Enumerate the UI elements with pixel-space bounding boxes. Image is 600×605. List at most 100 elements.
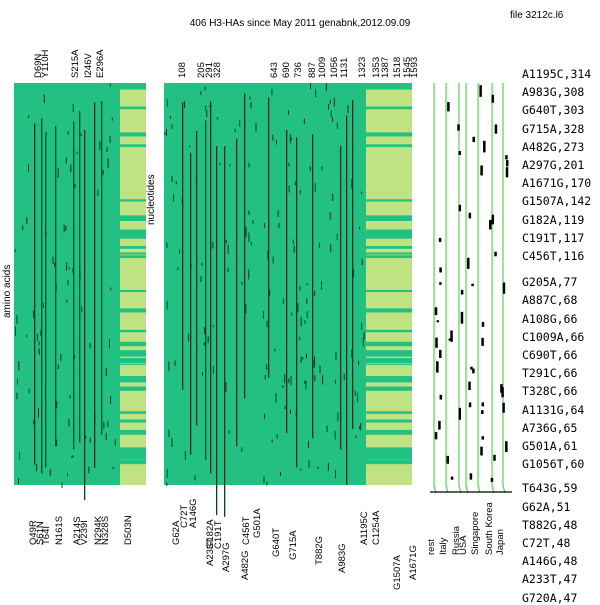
speckle <box>276 434 278 439</box>
country-label: rest <box>426 539 437 555</box>
speckle <box>200 276 202 282</box>
speckle <box>179 249 181 254</box>
speckle <box>38 341 40 346</box>
speckle <box>43 94 45 104</box>
speckle <box>359 226 361 230</box>
speckle <box>200 91 202 96</box>
speckle <box>107 420 109 428</box>
amino-band-stripe <box>120 246 146 249</box>
speckle <box>38 348 40 354</box>
speckle <box>329 100 331 104</box>
speckle <box>67 473 69 477</box>
speckle <box>334 469 336 479</box>
nucleotide-mutation-column <box>236 138 238 447</box>
speckle <box>249 96 251 100</box>
country-mark <box>502 402 505 413</box>
speckle <box>85 435 87 439</box>
nucleotide-band-stripe <box>366 144 412 148</box>
speckle <box>99 141 101 151</box>
nucleotide-band-stripe <box>366 449 412 457</box>
country-mark <box>481 436 485 440</box>
speckle <box>97 189 99 197</box>
speckle <box>263 223 265 228</box>
nucleotide-top-label: 690 <box>281 62 292 78</box>
country-mark <box>439 394 443 400</box>
mutation-entry: C690T,66 <box>522 348 578 362</box>
speckle <box>219 162 221 165</box>
amino-band-stripe <box>120 308 146 313</box>
speckle <box>74 354 76 359</box>
speckle <box>174 360 176 366</box>
nucleotide-mutation-column <box>196 130 198 426</box>
speckle <box>65 225 67 231</box>
speckle <box>343 373 345 381</box>
speckle <box>277 210 279 217</box>
country-mark <box>505 441 508 453</box>
speckle <box>326 425 328 432</box>
speckle <box>282 384 284 388</box>
mutation-entry: G1056T,60 <box>522 457 585 472</box>
nucleotide-band-stripe <box>366 106 412 110</box>
speckle <box>295 411 297 417</box>
amino-band-stripe <box>120 447 146 452</box>
nucleotide-bottom-label: A482G <box>240 550 251 580</box>
speckle <box>272 134 274 141</box>
speckle <box>171 176 173 183</box>
country-mark <box>502 282 506 294</box>
speckle <box>228 430 230 434</box>
speckle <box>168 361 170 371</box>
country-mark <box>460 311 464 324</box>
speckle <box>175 181 177 185</box>
speckle <box>168 429 170 438</box>
speckle <box>308 460 310 468</box>
nucleotide-top-label: 643 <box>269 62 280 78</box>
country-mark <box>469 473 473 480</box>
amino-band-stripe <box>120 411 146 414</box>
speckle <box>108 339 110 349</box>
speckle <box>67 280 69 286</box>
speckle <box>89 437 91 443</box>
speckle <box>314 291 316 297</box>
amino-bottom-label: N328S <box>100 515 111 545</box>
speckle <box>202 372 204 376</box>
speckle <box>28 388 30 394</box>
speckle <box>357 392 359 403</box>
speckle <box>271 88 273 96</box>
nucleotide-bottom-label: A983G <box>337 543 348 573</box>
speckle <box>181 198 183 204</box>
speckle <box>352 146 354 155</box>
amino-band-stripe <box>120 252 146 255</box>
country-label: Singapore <box>470 511 481 555</box>
nucleotide-bottom-label: A1671G <box>408 545 419 580</box>
speckle <box>54 262 56 267</box>
nucleotide-top-label: 1131 <box>339 57 350 78</box>
nucleotides-axis-title: nucleotides <box>146 174 157 225</box>
speckle <box>225 382 227 392</box>
mutation-entry: C191T,117 <box>522 230 585 245</box>
speckle <box>239 119 241 127</box>
country-mark <box>439 267 442 273</box>
speckle <box>248 232 250 242</box>
country-mark <box>494 124 498 134</box>
speckle <box>336 122 338 129</box>
speckle <box>332 117 334 122</box>
speckle <box>210 444 212 453</box>
speckle <box>241 281 243 285</box>
speckle <box>89 342 91 349</box>
country-mark <box>481 337 484 346</box>
speckle <box>330 110 332 118</box>
speckle <box>248 269 250 280</box>
speckle <box>102 170 104 176</box>
mutation-entry: C456T,116 <box>522 249 585 263</box>
speckle <box>294 181 296 186</box>
country-mark <box>468 212 472 219</box>
country-mark <box>481 410 484 414</box>
speckle <box>236 384 238 388</box>
speckle <box>209 105 211 108</box>
speckle <box>36 333 38 341</box>
speckle <box>16 392 18 400</box>
speckle <box>67 131 69 135</box>
nucleotide-mutation-column <box>224 146 226 517</box>
amino-mutation-column <box>45 135 47 468</box>
nucleotide-band-stripe <box>366 454 412 460</box>
